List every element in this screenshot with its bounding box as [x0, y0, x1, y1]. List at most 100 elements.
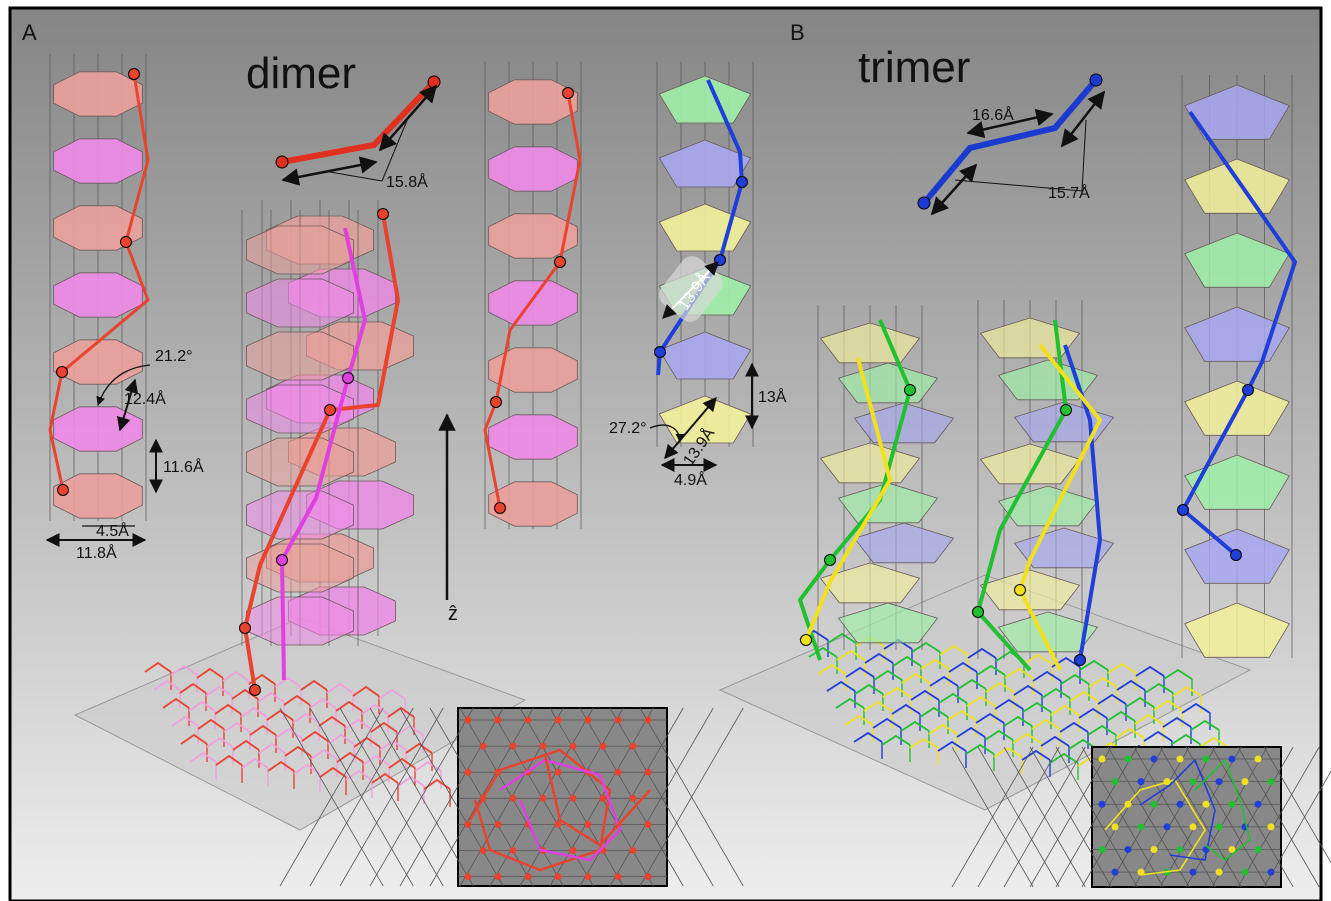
lattice-edge	[249, 724, 277, 736]
octagon-layer	[53, 138, 143, 184]
inset-path	[543, 754, 651, 847]
octagon-layer	[488, 280, 578, 326]
inset-node	[1111, 823, 1119, 831]
lattice-edge	[1032, 670, 1062, 682]
inset-node	[1111, 778, 1119, 786]
lattice-edge	[1135, 665, 1165, 677]
lattice-edge	[336, 751, 364, 763]
lattice-edge	[361, 703, 389, 715]
z-axis-label: ẑ	[448, 603, 458, 625]
lattice-edge	[1199, 736, 1229, 748]
dimer-right-stack	[484, 62, 582, 529]
octagon-layer	[53, 272, 143, 318]
inset-node	[569, 794, 577, 802]
helix-node	[128, 68, 140, 80]
helix-node	[490, 396, 502, 408]
inset-node	[614, 873, 622, 881]
lattice-edge	[947, 709, 977, 721]
helix-node	[1060, 404, 1072, 416]
lattice-edge	[882, 686, 912, 698]
pentagon-layer	[658, 75, 752, 124]
inset-grid-line	[639, 707, 744, 887]
helix-node	[824, 554, 836, 566]
trimer-center-helix-yellow	[1018, 343, 1102, 671]
lattice-edge	[836, 649, 866, 661]
lattice-edge	[1115, 727, 1145, 739]
helix-node	[904, 384, 916, 396]
lattice-edge	[1012, 732, 1042, 744]
dimer-center-stack	[241, 200, 415, 646]
lattice-edge	[966, 695, 996, 707]
inset-node	[1176, 800, 1184, 808]
trimer-inset	[951, 746, 1331, 888]
inset-node	[1267, 823, 1275, 831]
lattice-edge	[864, 652, 894, 664]
lattice-edge	[873, 669, 903, 681]
lattice-edge	[1134, 713, 1164, 725]
trimer-lattice	[799, 629, 1247, 798]
inset-node	[1228, 755, 1236, 763]
trimer-dimension-arrows	[649, 256, 759, 472]
lattice-edge	[993, 746, 1023, 758]
helix-node	[377, 208, 389, 220]
pentagon-layer	[819, 562, 921, 604]
lattice-edge	[318, 715, 346, 727]
lattice-edge	[232, 739, 260, 751]
inset-node	[644, 716, 652, 724]
inset-node	[1163, 823, 1171, 831]
lattice-edge	[928, 723, 958, 735]
helix-node	[56, 366, 68, 378]
lattice-edge	[206, 736, 234, 748]
inset-node	[464, 820, 472, 828]
inset-path	[468, 748, 612, 872]
lattice-edge	[948, 661, 978, 673]
inset-node	[1150, 755, 1158, 763]
helix-node	[494, 502, 506, 514]
lattice-edge	[379, 739, 407, 751]
helix-node	[562, 87, 574, 99]
inset-node	[1137, 778, 1145, 786]
inset-node	[554, 716, 562, 724]
pentagon-layer	[1184, 84, 1290, 140]
dimer-center-helix-b	[280, 227, 367, 681]
inset-node	[1215, 868, 1223, 876]
inset-grid-line	[1211, 746, 1294, 888]
inset-grid-line	[1237, 746, 1320, 888]
lattice-edge	[1143, 730, 1173, 742]
lattice-edge	[891, 703, 921, 715]
trimer-right-helix	[1181, 110, 1297, 557]
lattice-edge	[310, 748, 338, 760]
lattice-edge	[344, 718, 372, 730]
lattice-edge	[293, 763, 321, 775]
lattice-edge	[975, 712, 1005, 724]
inset-node	[554, 873, 562, 881]
lattice-edge	[414, 760, 442, 772]
inset-node	[494, 873, 502, 881]
lattice-edge	[1163, 668, 1193, 680]
inset-node	[554, 820, 562, 828]
lattice-edge	[352, 685, 380, 697]
panel-a-letter: A	[22, 20, 37, 45]
octagon-layer	[245, 278, 355, 328]
lattice-edge	[1049, 752, 1079, 764]
lattice-edge	[967, 647, 997, 659]
pentagon-layer	[997, 611, 1099, 653]
inset-node	[614, 716, 622, 724]
lattice-edge	[845, 666, 875, 678]
helix-node	[324, 404, 336, 416]
lattice-edge	[1040, 735, 1070, 747]
lattice-edge	[197, 718, 225, 730]
inset-node	[554, 768, 562, 776]
helix-node	[1230, 549, 1242, 561]
lattice-edge	[994, 698, 1024, 710]
dimer-title: dimer	[246, 49, 356, 98]
lattice-edge	[240, 706, 268, 718]
inset-node	[1267, 868, 1275, 876]
lattice-edge	[826, 680, 856, 692]
trimer-left-helix-yellow	[804, 357, 892, 641]
inset-node	[1202, 755, 1210, 763]
octagon-layer	[488, 481, 578, 527]
lattice-edge	[920, 658, 950, 670]
lattice-edge	[1060, 673, 1090, 685]
